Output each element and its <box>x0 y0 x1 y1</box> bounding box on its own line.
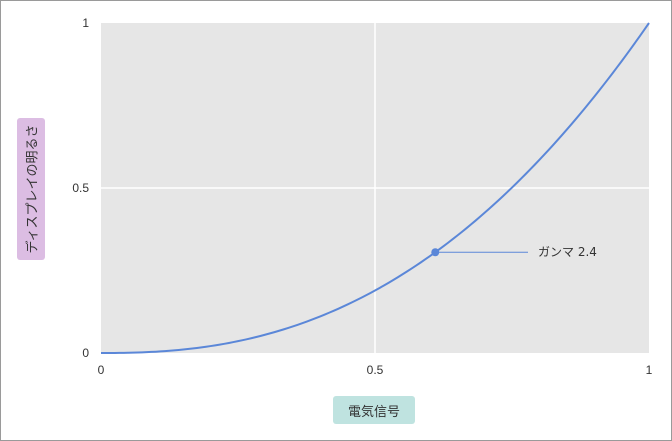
annotation: ガンマ 2.4 <box>431 245 597 259</box>
x-axis-label-box: 電気信号 <box>333 396 415 424</box>
grid-lines <box>101 23 649 353</box>
x-tick-label: 0 <box>98 363 105 377</box>
x-tick-label: 1 <box>646 363 653 377</box>
y-axis-label-box <box>17 118 45 260</box>
y-axis-label: ディスプレイの明るさ <box>25 124 41 254</box>
x-tick-label: 0.5 <box>367 363 384 377</box>
tick-labels: 0 0.5 1 0 0.5 1 <box>72 16 652 377</box>
y-tick-label: 0 <box>82 346 89 360</box>
annotation-label: ガンマ 2.4 <box>538 245 597 259</box>
annotation-point <box>431 248 440 257</box>
y-tick-label: 1 <box>82 16 89 30</box>
series-line-gamma <box>101 22 650 354</box>
x-axis-label: 電気信号 <box>347 404 400 420</box>
y-tick-label: 0.5 <box>72 181 89 195</box>
